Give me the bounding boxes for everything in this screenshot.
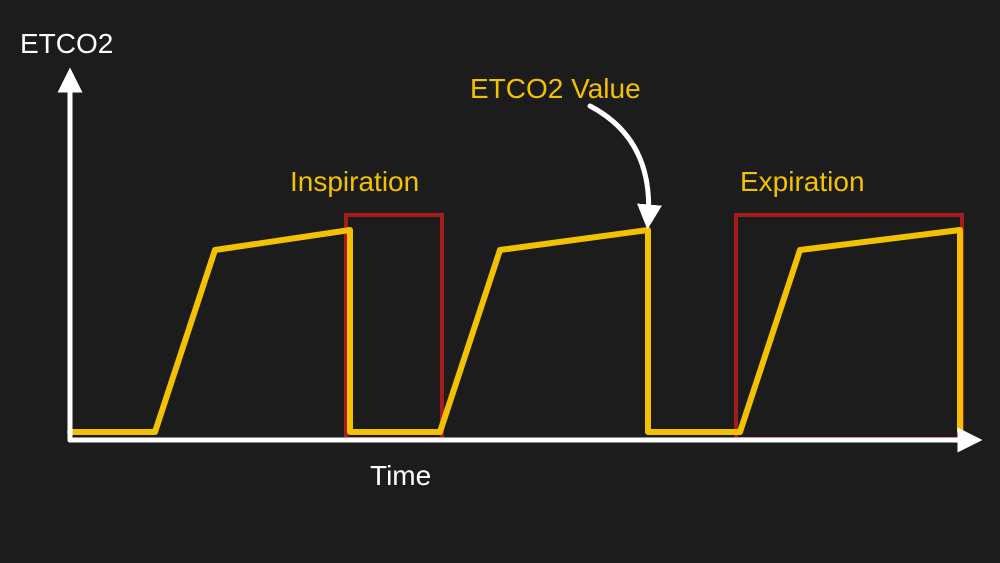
etco2-value-arrow bbox=[590, 106, 649, 222]
etco2-waveform bbox=[70, 230, 960, 432]
inspiration-label: Inspiration bbox=[290, 166, 419, 198]
x-axis-label: Time bbox=[370, 460, 431, 492]
etco2-value-label: ETCO2 Value bbox=[470, 73, 641, 105]
inspiration-box bbox=[346, 215, 442, 439]
capnography-diagram: ETCO2 Time Inspiration Expiration ETCO2 … bbox=[0, 0, 1000, 563]
expiration-box bbox=[736, 215, 962, 439]
expiration-label: Expiration bbox=[740, 166, 865, 198]
y-axis-label: ETCO2 bbox=[20, 28, 113, 60]
